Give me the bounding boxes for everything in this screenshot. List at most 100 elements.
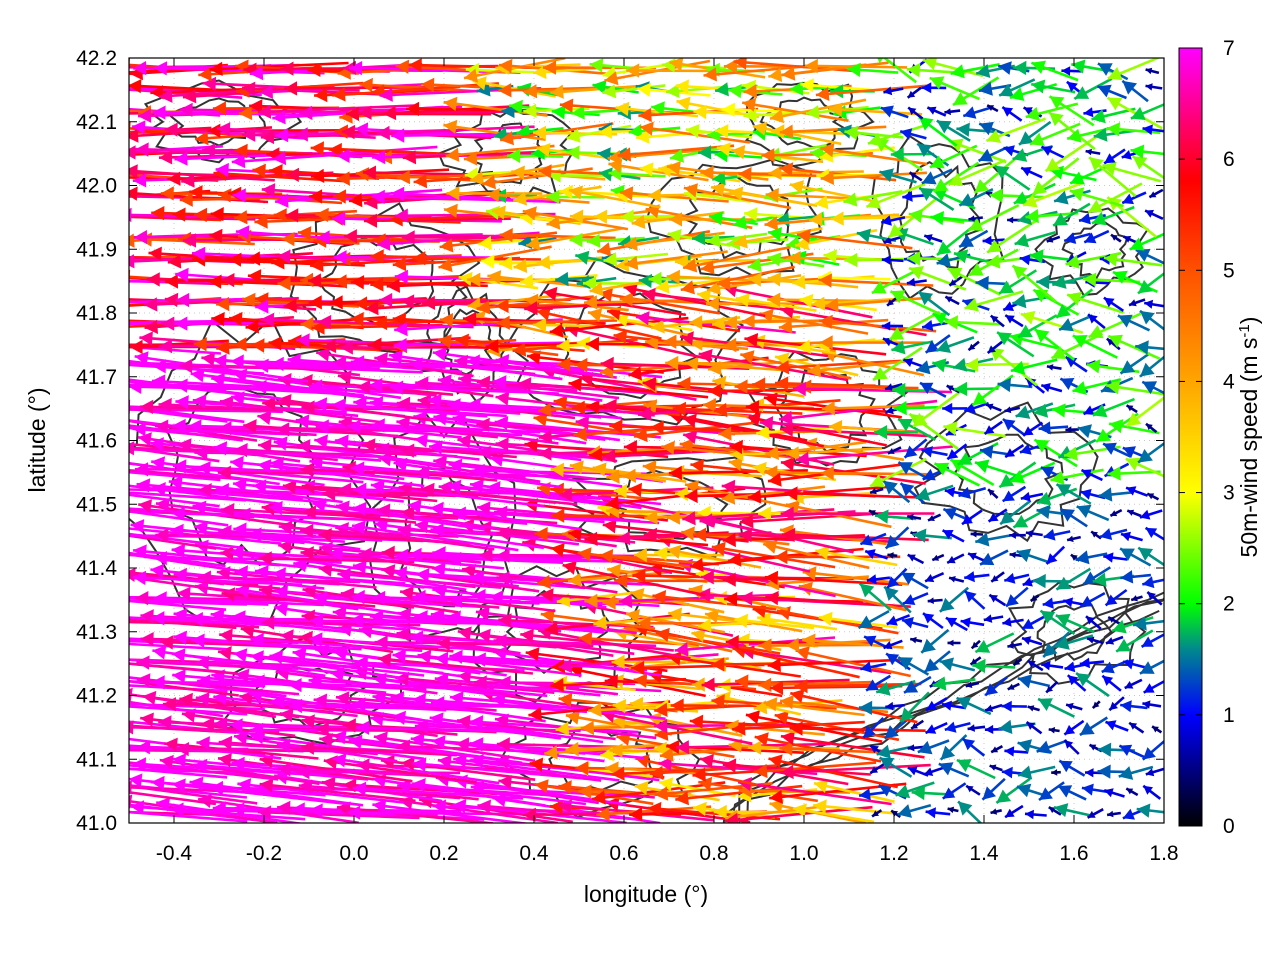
wind-arrow [974, 632, 1015, 654]
wind-arrow [1046, 364, 1062, 371]
wind-arrow [1086, 636, 1104, 645]
wind-arrow [1102, 442, 1132, 458]
wind-arrow [847, 62, 899, 77]
wind-arrow [1145, 67, 1160, 75]
wind-arrow [987, 508, 1008, 523]
wind-arrow [792, 803, 875, 823]
wind-arrow [789, 721, 926, 736]
wind-arrow [1121, 79, 1149, 103]
wind-arrow [533, 412, 656, 438]
wind-arrow [998, 269, 1037, 295]
wind-arrow [142, 690, 300, 719]
wind-arrow [1103, 252, 1163, 267]
wind-arrow [1039, 609, 1076, 635]
wind-arrow [1029, 594, 1040, 603]
wind-arrow [1029, 122, 1081, 146]
colorbar-tick-label: 0 [1223, 815, 1235, 838]
wind-arrow [935, 336, 975, 353]
contour-line [1036, 603, 1113, 662]
wind-arrow [970, 639, 981, 650]
wind-arrow [1080, 488, 1106, 500]
wind-arrow [947, 267, 1001, 296]
wind-arrow [975, 532, 1011, 547]
wind-arrow [624, 250, 728, 270]
wind-arrow [764, 570, 903, 586]
wind-arrow [630, 588, 725, 614]
wind-arrow [883, 235, 902, 245]
wind-arrow [1135, 340, 1164, 355]
wind-arrow [819, 335, 928, 350]
wind-arrow [1058, 759, 1086, 777]
wind-arrow [932, 676, 976, 691]
wind-arrow [950, 63, 1000, 79]
x-tick-label: 0.2 [429, 842, 458, 865]
wind-arrow [1125, 404, 1138, 414]
wind-arrow [1139, 659, 1164, 675]
y-tick-label: 41.2 [76, 685, 117, 708]
wind-arrow [979, 445, 1012, 459]
wind-arrow [866, 574, 891, 585]
wind-arrow [1022, 421, 1044, 437]
wind-arrow [1088, 156, 1137, 198]
wind-arrow [411, 778, 587, 806]
wind-arrow [990, 571, 1005, 583]
wind-arrow [986, 218, 1039, 254]
wind-arrow [779, 124, 887, 139]
wind-arrow [680, 265, 795, 295]
wind-arrow [765, 440, 867, 460]
wind-arrow [939, 657, 976, 672]
wind-arrow [995, 777, 1031, 804]
wind-arrow [1145, 767, 1164, 777]
wind-arrow [372, 799, 532, 823]
wind-arrow [1053, 803, 1094, 818]
wind-arrow [985, 117, 1047, 143]
wind-arrow [1119, 352, 1151, 375]
wind-arrow [944, 721, 971, 733]
wind-arrow [1038, 781, 1065, 802]
wind-arrow [1098, 487, 1134, 502]
wind-arrow [1125, 486, 1149, 497]
wind-arrow [1057, 784, 1087, 801]
wind-arrow [978, 145, 1009, 162]
wind-arrow [655, 277, 736, 294]
wind-arrow [617, 144, 735, 162]
wind-arrow [1142, 124, 1164, 136]
wind-arrow [889, 290, 942, 316]
wind-arrow [887, 552, 898, 559]
wind-arrow [237, 507, 404, 523]
colorbar-label: 50m-wind speed (m s-1) [1236, 317, 1262, 558]
wind-arrow [864, 549, 889, 560]
wind-arrow [900, 571, 929, 590]
wind-arrow [924, 572, 945, 583]
wind-arrow [153, 591, 324, 607]
wind-arrow [754, 761, 877, 779]
wind-arrow [1025, 721, 1043, 735]
wind-arrow [1110, 233, 1122, 243]
x-tick-label: 1.0 [789, 842, 818, 865]
wind-arrow [958, 486, 987, 499]
y-tick-label: 42.1 [76, 111, 117, 134]
wind-arrow [129, 784, 258, 805]
wind-arrow [1055, 567, 1091, 591]
wind-arrow [734, 613, 815, 630]
wind-arrow [1044, 134, 1099, 173]
wind-arrow [983, 420, 1003, 435]
wind-arrow [1063, 232, 1091, 244]
wind-arrow [768, 754, 898, 789]
colorbar-tick-label: 7 [1223, 37, 1235, 60]
wind-arrow [1011, 264, 1057, 303]
wind-arrow [666, 544, 762, 569]
wind-arrow [1080, 468, 1103, 482]
wind-arrow [129, 810, 248, 823]
wind-arrow [636, 129, 713, 144]
wind-arrow [615, 101, 699, 118]
wind-arrow [924, 334, 951, 354]
wind-arrow [820, 466, 931, 481]
wind-arrow [868, 509, 879, 517]
wind-arrow [865, 674, 891, 692]
wind-arrow [774, 710, 900, 742]
x-tick-label: 0.8 [699, 842, 728, 865]
wind-arrow [1120, 531, 1143, 542]
wind-arrow [219, 395, 381, 424]
x-tick-label: -0.2 [246, 842, 282, 865]
